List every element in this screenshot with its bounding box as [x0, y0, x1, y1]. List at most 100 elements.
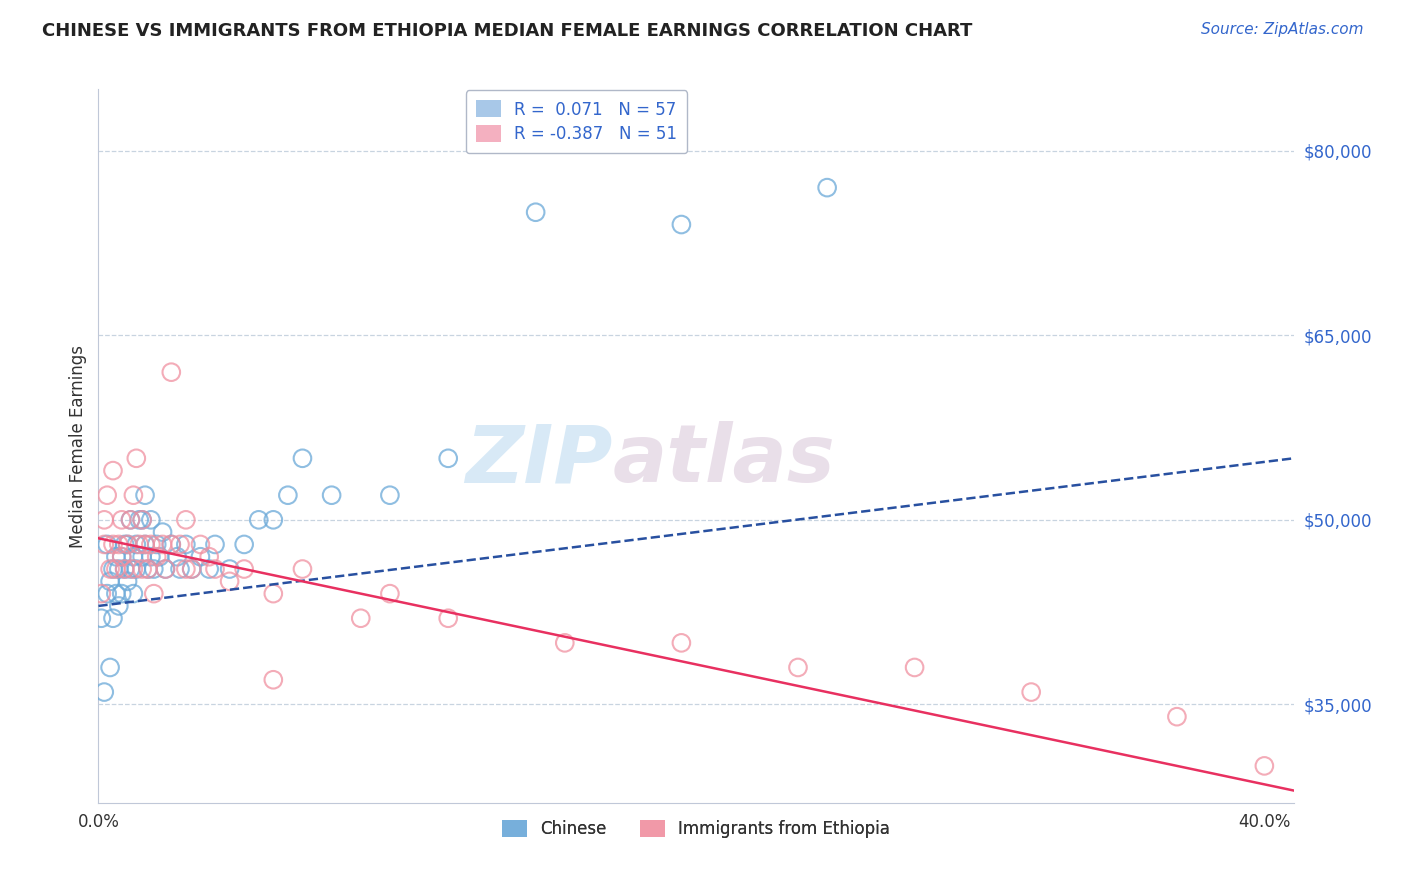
Point — [142, 562, 165, 576]
Point — [204, 562, 226, 576]
Point — [104, 562, 127, 576]
Point — [101, 464, 124, 478]
Point — [815, 180, 838, 194]
Point — [101, 611, 124, 625]
Point — [291, 451, 314, 466]
Point — [111, 513, 134, 527]
Point — [125, 562, 148, 576]
Point — [155, 562, 177, 576]
Point — [122, 562, 145, 576]
Point — [190, 537, 212, 551]
Point — [218, 562, 240, 576]
Point — [198, 549, 221, 564]
Point — [218, 574, 240, 589]
Point — [90, 611, 112, 625]
Point — [114, 562, 136, 576]
Y-axis label: Median Female Earnings: Median Female Earnings — [69, 344, 87, 548]
Point — [117, 537, 139, 551]
Point — [149, 549, 172, 564]
Point — [93, 685, 115, 699]
Point — [262, 587, 284, 601]
Point — [117, 537, 139, 551]
Point — [1019, 685, 1042, 699]
Point — [134, 537, 156, 551]
Point — [139, 537, 162, 551]
Point — [378, 587, 401, 601]
Point — [903, 660, 925, 674]
Point — [122, 549, 145, 564]
Text: atlas: atlas — [613, 421, 835, 500]
Point — [671, 636, 693, 650]
Point — [90, 587, 112, 601]
Point — [108, 562, 131, 576]
Point — [98, 660, 121, 674]
Point — [671, 218, 693, 232]
Point — [198, 562, 221, 576]
Point — [291, 562, 314, 576]
Point — [93, 513, 115, 527]
Point — [122, 587, 145, 601]
Point — [111, 549, 134, 564]
Point — [160, 537, 183, 551]
Point — [96, 488, 118, 502]
Point — [108, 599, 131, 613]
Point — [1166, 709, 1188, 723]
Point — [98, 574, 121, 589]
Point — [554, 636, 576, 650]
Point — [104, 549, 127, 564]
Text: ZIP: ZIP — [465, 421, 613, 500]
Point — [233, 537, 256, 551]
Point — [111, 587, 134, 601]
Point — [160, 365, 183, 379]
Point — [247, 513, 270, 527]
Text: Source: ZipAtlas.com: Source: ZipAtlas.com — [1201, 22, 1364, 37]
Point — [174, 562, 197, 576]
Point — [120, 513, 142, 527]
Point — [96, 537, 118, 551]
Point — [114, 537, 136, 551]
Point — [437, 611, 460, 625]
Point — [1253, 759, 1275, 773]
Point — [378, 488, 401, 502]
Point — [131, 549, 153, 564]
Text: CHINESE VS IMMIGRANTS FROM ETHIOPIA MEDIAN FEMALE EARNINGS CORRELATION CHART: CHINESE VS IMMIGRANTS FROM ETHIOPIA MEDI… — [42, 22, 973, 40]
Point — [136, 562, 159, 576]
Point — [174, 537, 197, 551]
Point — [233, 562, 256, 576]
Point — [93, 537, 115, 551]
Point — [101, 562, 124, 576]
Point — [96, 587, 118, 601]
Point — [122, 488, 145, 502]
Point — [108, 537, 131, 551]
Point — [437, 451, 460, 466]
Point — [152, 537, 174, 551]
Point — [160, 537, 183, 551]
Point — [180, 562, 202, 576]
Point — [104, 587, 127, 601]
Point — [131, 513, 153, 527]
Point — [787, 660, 810, 674]
Point — [204, 537, 226, 551]
Point — [152, 525, 174, 540]
Point — [117, 574, 139, 589]
Point — [98, 562, 121, 576]
Point — [142, 587, 165, 601]
Point — [174, 513, 197, 527]
Point — [350, 611, 373, 625]
Point — [262, 513, 284, 527]
Point — [131, 562, 153, 576]
Point — [120, 562, 142, 576]
Point — [139, 549, 162, 564]
Point — [128, 513, 150, 527]
Point — [524, 205, 547, 219]
Point — [145, 537, 167, 551]
Point — [125, 451, 148, 466]
Point — [101, 537, 124, 551]
Point — [190, 549, 212, 564]
Point — [131, 513, 153, 527]
Point — [169, 537, 191, 551]
Point — [134, 537, 156, 551]
Point — [134, 488, 156, 502]
Point — [155, 562, 177, 576]
Point — [321, 488, 343, 502]
